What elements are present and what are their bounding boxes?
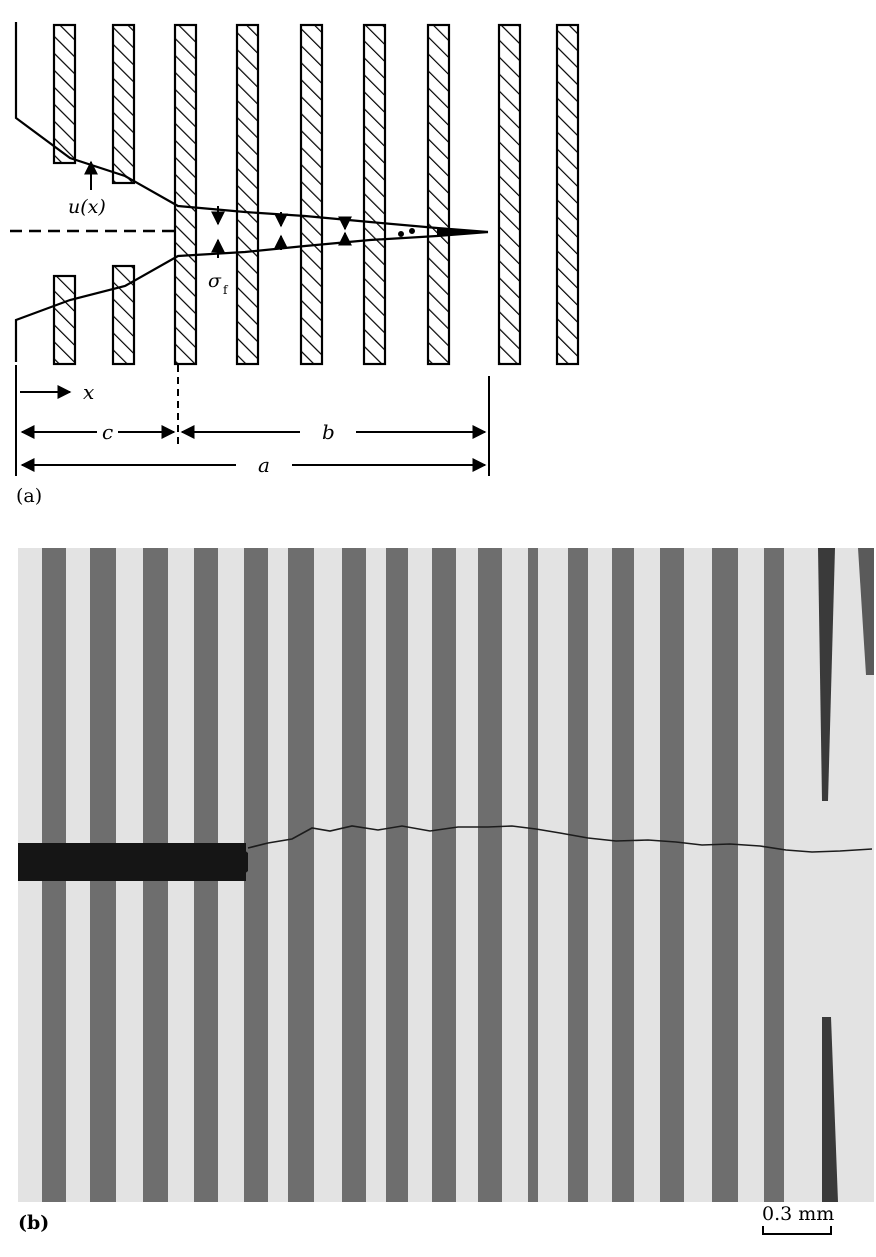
bridging-fibers: [173, 23, 580, 366]
fiber-stripe-9: [432, 548, 456, 1202]
dimension-b-label: b: [322, 420, 335, 444]
dimension-guides: [15, 365, 490, 476]
schematic-panel-a: u(x) σ f x c b a (a): [10, 22, 580, 507]
dimension-a-label: a: [258, 453, 270, 477]
fiber-stripe-11: [528, 548, 538, 1202]
fiber-stripe-16: [764, 548, 784, 1202]
fiber-stripe-10: [478, 548, 502, 1202]
crack-opening-profile: [14, 22, 489, 362]
closure-traction-arrows: [211, 206, 415, 258]
starter-notch: [18, 843, 246, 881]
matrix-crack: [247, 825, 873, 853]
fiber-stripe-6: [288, 548, 314, 1202]
fiber-stripe-13: [612, 548, 634, 1202]
dimension-c-label: c: [102, 420, 113, 444]
fiber-stripe-7: [342, 548, 366, 1202]
opening-label: u(x): [68, 196, 106, 218]
fiber-stripe-15: [712, 548, 738, 1202]
fiber-stripe-8: [386, 548, 408, 1202]
x-axis-label: x: [83, 380, 94, 404]
fiber-split-upper: [818, 548, 835, 801]
scale-bar-label: 0.3 mm: [762, 1203, 834, 1225]
micrograph-panel-b: (b) 0.3 mm: [18, 548, 874, 1235]
fiber-stripe-5: [244, 548, 268, 1202]
fiber-stripe-14: [660, 548, 684, 1202]
fiber-split-lower: [822, 1017, 838, 1202]
traction-label: σ: [208, 270, 222, 292]
panel-a-tag: (a): [16, 485, 42, 507]
traction-label-subscript: f: [223, 283, 229, 297]
broken-fibers-upper: [52, 23, 136, 185]
scale-bar: [762, 1226, 832, 1235]
fiber-stripe-12: [568, 548, 588, 1202]
panel-b-tag: (b): [18, 1212, 49, 1234]
broken-fibers-lower: [52, 264, 136, 366]
